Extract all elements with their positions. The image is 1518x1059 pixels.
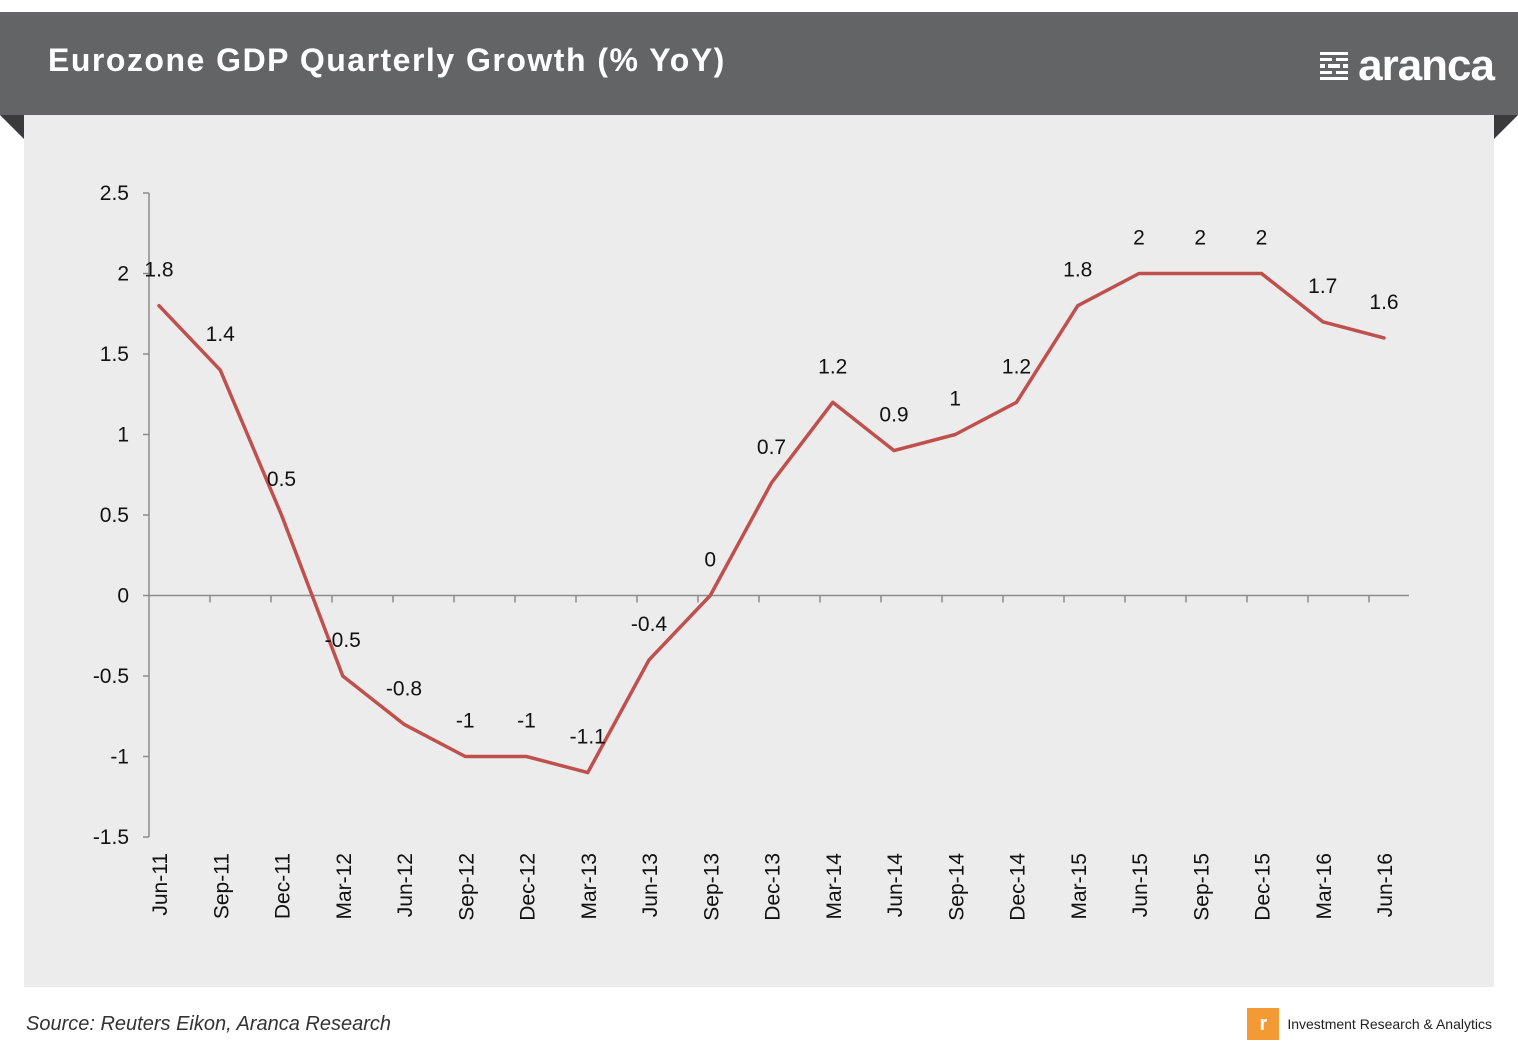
- banner-fold-right: [1494, 115, 1518, 139]
- x-tick-label: Mar-15: [1068, 853, 1091, 920]
- data-label: 1.2: [818, 355, 847, 378]
- y-tick-label: -0.5: [93, 665, 129, 688]
- data-label: -0.8: [386, 677, 422, 700]
- source-note: Source: Reuters Eikon, Aranca Research: [26, 1013, 391, 1035]
- footer-tagline: Investment Research & Analytics: [1287, 1016, 1492, 1032]
- x-tick-label: Sep-14: [945, 853, 968, 921]
- x-tick-label: Sep-13: [700, 853, 723, 921]
- x-tick-label: Mar-14: [823, 853, 846, 920]
- y-tick-label: 2.5: [100, 182, 129, 205]
- x-tick-label: Dec-14: [1007, 853, 1030, 921]
- y-tick-label: 0.5: [100, 504, 129, 527]
- y-tick-label: 0: [117, 585, 129, 608]
- data-point: [1137, 272, 1141, 275]
- x-tick-label: Dec-11: [272, 853, 295, 919]
- data-point: [831, 400, 835, 404]
- x-tick-label: Dec-12: [517, 853, 540, 921]
- brand-mark-icon: [1320, 52, 1349, 80]
- data-point: [708, 594, 712, 597]
- x-tick-label: Jun-12: [394, 853, 417, 917]
- data-point: [647, 658, 651, 662]
- data-label: 2: [1194, 227, 1206, 250]
- y-tick-label: 1: [117, 424, 129, 447]
- y-tick-label: -1.5: [93, 826, 129, 849]
- brand-name: aranca: [1358, 41, 1495, 90]
- data-label: 0.7: [757, 436, 786, 459]
- data-label: -1: [517, 710, 536, 733]
- x-tick-label: Sep-11: [210, 853, 233, 919]
- x-tick-label: Jun-13: [639, 853, 662, 917]
- line-chart: 2.5 2 1.5 1 0.5 0 -0.5 -1 -1.5 Jun-11 Sep-11 Dec-11…: [93, 182, 1409, 921]
- footer-brand: r Investment Research & Analytics: [1247, 1008, 1492, 1040]
- data-point: [953, 433, 957, 436]
- x-tick-label: Mar-12: [333, 853, 356, 920]
- data-label: 1.4: [206, 323, 236, 346]
- x-tick-label: Mar-16: [1313, 853, 1336, 920]
- header-banner: Eurozone GDP Quarterly Growth (% YoY) ar…: [0, 12, 1518, 115]
- x-tick-label: Jun-16: [1374, 853, 1397, 917]
- data-label: -0.4: [631, 613, 668, 636]
- x-tick-label: Jun-14: [884, 853, 907, 918]
- data-point: [1260, 272, 1263, 275]
- data-point: [218, 368, 222, 372]
- data-point: [157, 304, 161, 308]
- x-tick-label: Mar-13: [578, 853, 601, 920]
- x-tick-label: Dec-15: [1252, 853, 1275, 921]
- data-label: -0.5: [325, 629, 361, 652]
- data-point: [1076, 304, 1080, 308]
- data-label: 1.8: [144, 259, 173, 282]
- data-label: -1: [456, 710, 475, 733]
- data-point: [463, 755, 467, 758]
- data-point: [892, 449, 896, 453]
- y-tick-label: -1: [110, 746, 129, 769]
- y-tick-label: 1.5: [100, 343, 129, 366]
- data-point: [341, 674, 345, 678]
- x-tick-label: Jun-11: [149, 853, 172, 916]
- data-point: [1321, 320, 1325, 324]
- data-label: 1.6: [1369, 291, 1398, 314]
- x-tick-label: Jun-15: [1129, 853, 1152, 917]
- x-tick-label: Sep-12: [455, 853, 478, 921]
- data-point: [1015, 400, 1018, 404]
- data-point: [280, 513, 283, 517]
- data-point: [525, 755, 528, 758]
- chart-title: Eurozone GDP Quarterly Growth (% YoY): [48, 42, 726, 78]
- data-label: 1: [949, 388, 961, 411]
- data-point: [402, 722, 406, 726]
- chart-panel: 2.5 2 1.5 1 0.5 0 -0.5 -1 -1.5 Jun-11 Sep-11 Dec-11…: [24, 115, 1494, 987]
- brand-logo: aranca: [1318, 36, 1495, 96]
- y-tick-label: 2: [117, 263, 129, 286]
- data-label: 1.8: [1063, 259, 1092, 282]
- data-label: 1.7: [1308, 275, 1337, 298]
- data-label: -1.1: [570, 726, 606, 749]
- x-tick-label: Dec-13: [762, 853, 785, 921]
- data-label: 0: [704, 549, 716, 572]
- data-label: 2: [1133, 227, 1145, 250]
- series-line: [157, 271, 1386, 775]
- data-point: [1198, 272, 1202, 275]
- data-label: 2: [1256, 227, 1268, 250]
- data-label: 1.2: [1002, 355, 1031, 378]
- banner-fold-left: [0, 115, 24, 139]
- data-label: 0.9: [879, 404, 908, 427]
- data-point: [770, 481, 773, 485]
- footer-logo-icon: r: [1247, 1008, 1280, 1040]
- data-point: [586, 771, 590, 775]
- data-point: [1382, 336, 1386, 340]
- x-tick-label: Sep-15: [1190, 853, 1213, 921]
- data-label: 0.5: [267, 468, 296, 491]
